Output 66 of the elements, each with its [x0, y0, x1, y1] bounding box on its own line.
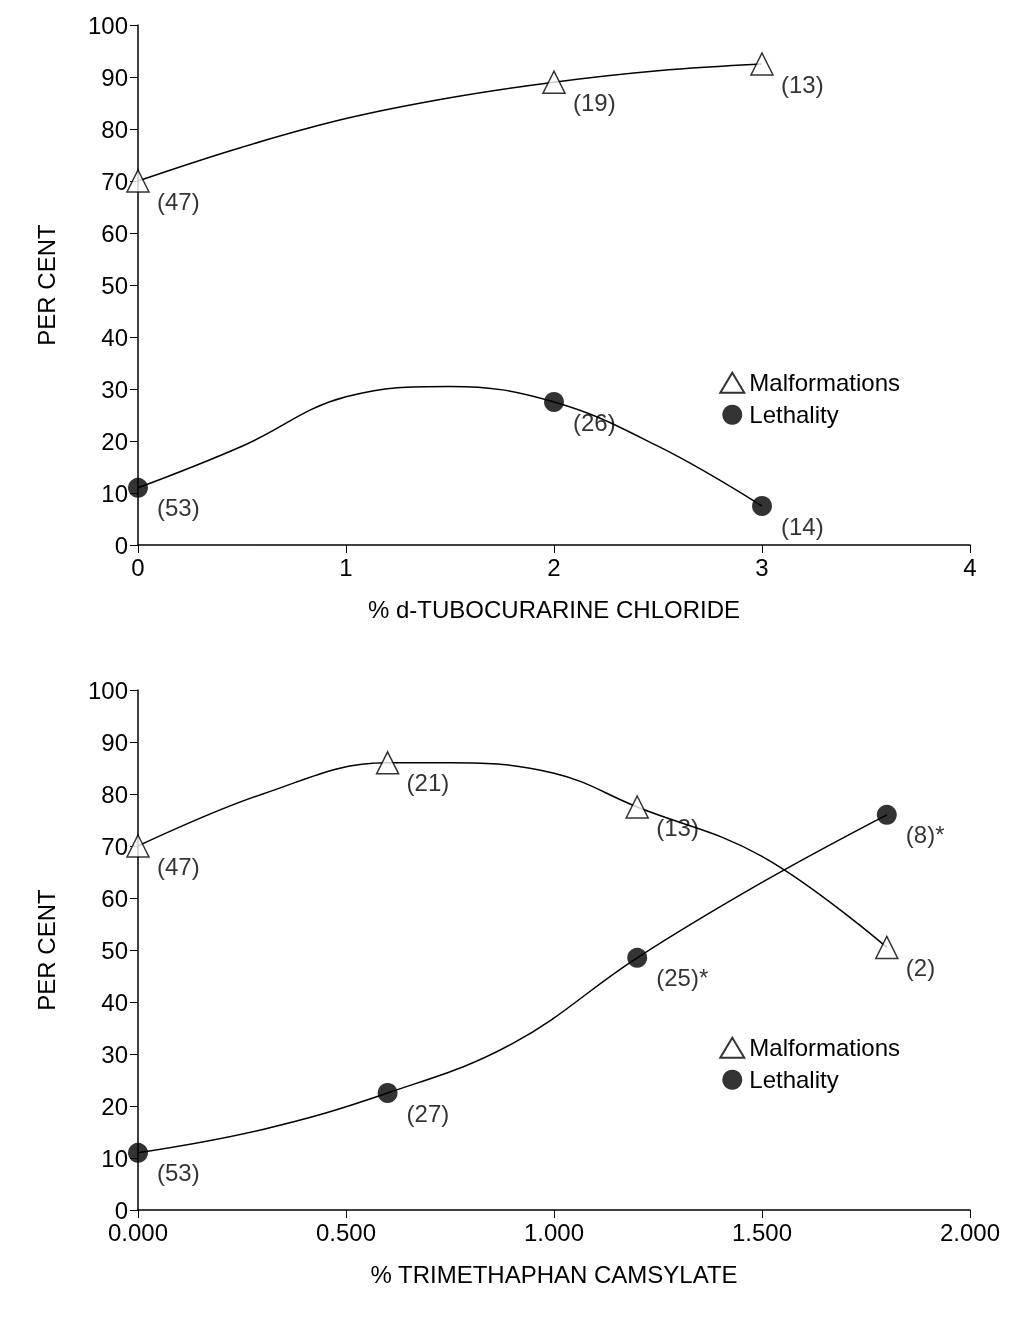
- y-tick-label: 40: [101, 988, 128, 1016]
- y-tick-label: 90: [101, 63, 128, 91]
- y-tick-label: 100: [87, 676, 128, 704]
- point: [126, 834, 150, 858]
- point: [752, 496, 772, 516]
- annotation: (8)*: [905, 821, 945, 849]
- annotation: (2): [905, 953, 936, 981]
- y-tick-label: 20: [101, 1092, 128, 1120]
- x-axis-title: % TRIMETHAPHAN CAMSYLATE: [370, 1260, 738, 1288]
- annotation: (14): [781, 512, 824, 540]
- point: [544, 392, 564, 412]
- y-tick-label: 70: [101, 167, 128, 195]
- annotation: (26): [573, 408, 616, 436]
- x-tick-label: 2.000: [939, 1218, 1001, 1246]
- annotation: (21): [406, 769, 450, 797]
- y-tick-label: 0: [114, 531, 128, 559]
- y-axis-title: PER CENT: [32, 888, 60, 1011]
- y-tick-label: 60: [101, 884, 128, 912]
- x-tick-label: 0.500: [315, 1218, 377, 1246]
- legend-label: Malformations: [749, 1034, 900, 1062]
- point: [876, 804, 897, 825]
- y-tick-label: 10: [101, 1144, 128, 1172]
- point: [126, 169, 150, 193]
- point: [625, 795, 649, 819]
- y-tick-label: 80: [101, 115, 128, 143]
- legend-label: Lethality: [749, 1066, 839, 1094]
- point: [542, 70, 566, 94]
- point: [128, 477, 148, 498]
- x-axis-title: % d-TUBOCURARINE CHLORIDE: [367, 595, 741, 623]
- annotation: (19): [573, 88, 616, 116]
- annotation: (13): [781, 70, 824, 98]
- annotation: (47): [157, 187, 200, 215]
- y-tick-label: 80: [101, 780, 128, 808]
- x-tick-label: 2: [547, 553, 561, 581]
- y-tick-label: 20: [101, 427, 128, 455]
- point: [377, 1083, 398, 1103]
- y-axis-title: PER CENT: [32, 223, 60, 346]
- legend-label: Malformations: [749, 369, 900, 397]
- y-tick-label: 10: [101, 479, 128, 507]
- y-tick-label: 60: [101, 219, 128, 247]
- point: [128, 1142, 148, 1163]
- x-tick-label: 0: [131, 553, 145, 581]
- x-tick-label: 3: [755, 553, 769, 581]
- point: [375, 751, 400, 775]
- point: [875, 935, 899, 960]
- annotation: (27): [406, 1099, 450, 1127]
- legend-label: Lethality: [749, 401, 839, 429]
- x-tick-label: 1: [339, 553, 353, 581]
- annotation: (47): [157, 852, 200, 880]
- y-tick-label: 50: [101, 936, 128, 964]
- annotation: (25)*: [656, 964, 709, 992]
- point: [627, 947, 648, 968]
- point: [750, 52, 774, 76]
- y-tick-label: 50: [101, 271, 128, 299]
- y-tick-label: 30: [101, 1040, 128, 1068]
- y-tick-label: 70: [101, 832, 128, 860]
- y-tick-label: 90: [101, 728, 128, 756]
- x-tick-label: 1.000: [523, 1218, 585, 1246]
- annotation: (13): [656, 813, 699, 841]
- y-tick-label: 40: [101, 323, 128, 351]
- y-tick-label: 30: [101, 375, 128, 403]
- x-tick-label: 4: [963, 553, 977, 581]
- y-tick-label: 100: [87, 11, 128, 39]
- annotation: (53): [157, 1159, 200, 1187]
- x-tick-label: 1.500: [731, 1218, 793, 1246]
- annotation: (53): [157, 494, 200, 522]
